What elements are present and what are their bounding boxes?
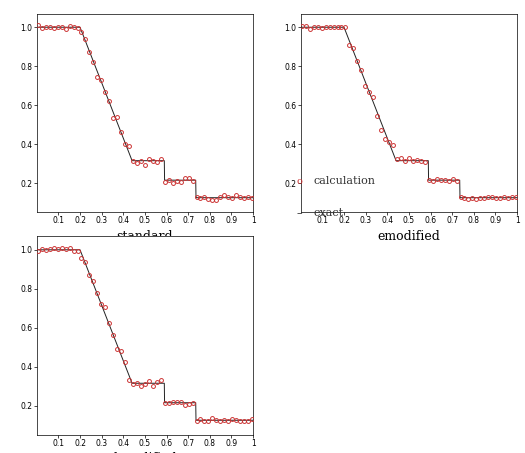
X-axis label: standard: standard	[117, 230, 173, 243]
Text: calculation: calculation	[313, 176, 375, 186]
Text: –: –	[297, 208, 302, 218]
Text: exact: exact	[313, 208, 343, 218]
X-axis label: bmodified: bmodified	[113, 452, 177, 453]
Text: o: o	[297, 177, 302, 186]
X-axis label: emodified: emodified	[377, 230, 440, 243]
